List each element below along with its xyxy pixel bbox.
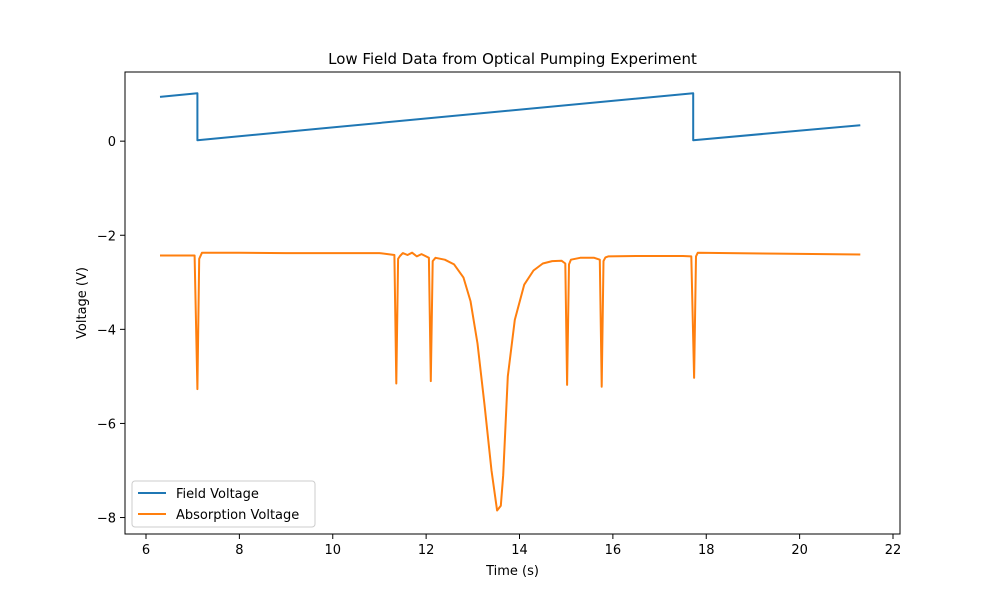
x-tick-label: 14	[511, 543, 528, 558]
x-tick-label: 12	[418, 543, 435, 558]
legend: Field Voltage Absorption Voltage	[131, 480, 316, 528]
y-tick-label: −4	[97, 323, 116, 338]
series-line-field-voltage	[159, 92, 861, 142]
y-tick-label: 0	[108, 135, 116, 150]
y-tick-label: −6	[97, 417, 116, 432]
x-tick-label: 22	[885, 543, 902, 558]
x-tick-label: 18	[698, 543, 715, 558]
chart-title: Low Field Data from Optical Pumping Expe…	[328, 50, 697, 68]
y-axis: 0 −2 −4 −6 −8	[97, 135, 125, 527]
series-line-absorption-voltage	[160, 251, 861, 512]
y-axis-label: Voltage (V)	[75, 267, 90, 339]
x-tick-label: 6	[142, 543, 150, 558]
legend-label-absorption-voltage: Absorption Voltage	[176, 508, 299, 523]
legend-box	[131, 480, 316, 528]
y-tick-label: −8	[97, 512, 116, 527]
series-layer	[159, 92, 861, 512]
legend-label-field-voltage: Field Voltage	[176, 487, 259, 502]
x-tick-label: 10	[324, 543, 341, 558]
x-tick-label: 16	[605, 543, 622, 558]
x-axis: 6 8 10 12 14 16 18 20 22	[142, 534, 901, 558]
x-axis-label: Time (s)	[485, 564, 539, 579]
plot-frame	[124, 71, 901, 535]
x-tick-label: 20	[791, 543, 808, 558]
y-tick-label: −2	[97, 229, 116, 244]
x-tick-label: 8	[235, 543, 243, 558]
